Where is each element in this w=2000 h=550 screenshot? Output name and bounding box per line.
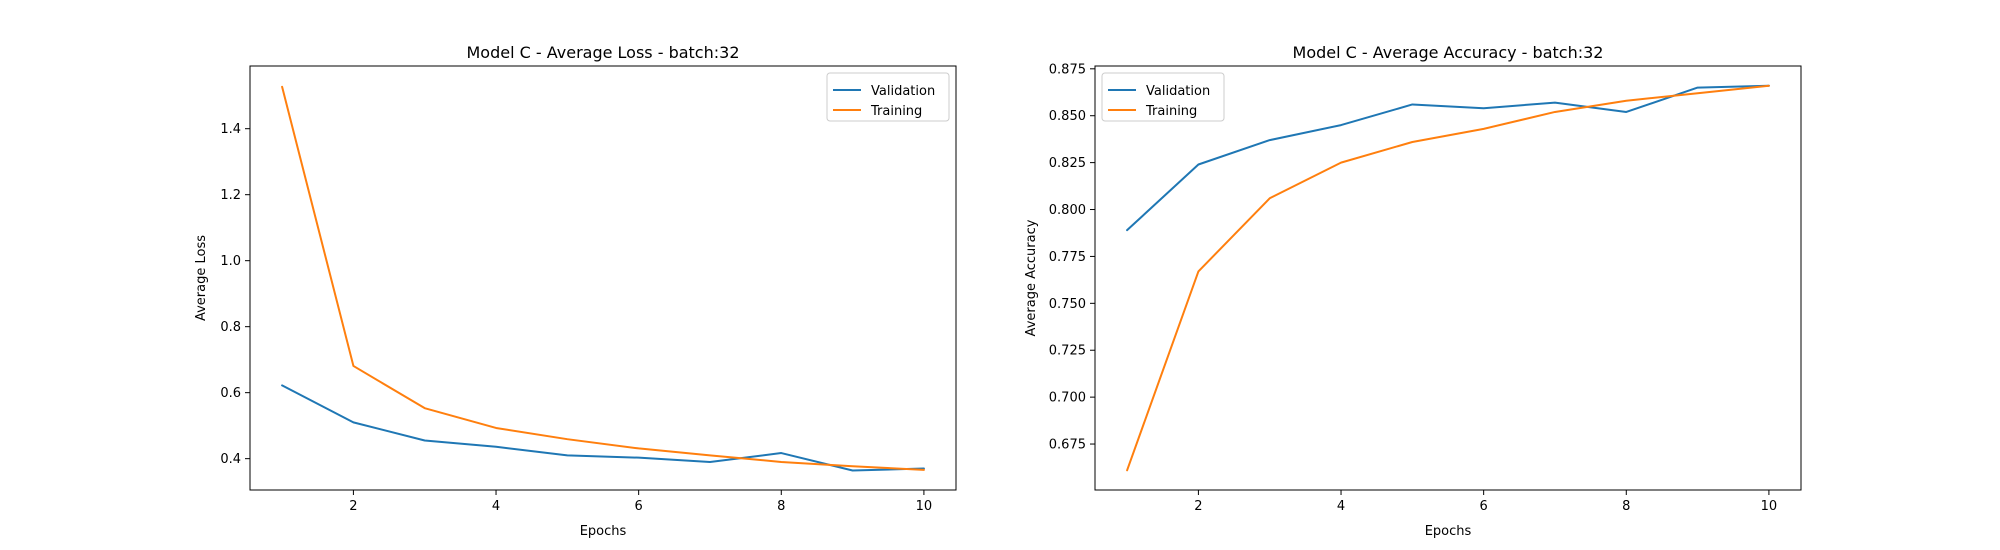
accuracy-chart: Model C - Average Accuracy - batch:32 Ep…	[1024, 43, 1802, 539]
loss-chart-ytick-label: 0.6	[220, 386, 241, 401]
loss-chart-ylabel: Average Loss	[194, 235, 209, 321]
accuracy-chart-ytick-label: 0.800	[1049, 203, 1086, 218]
accuracy-chart-xtick-label: 2	[1194, 499, 1202, 514]
accuracy-chart-title: Model C - Average Accuracy - batch:32	[1293, 43, 1604, 62]
loss-chart-series-line-training	[281, 85, 925, 471]
loss-chart-xtick-label: 10	[916, 499, 933, 514]
accuracy-chart-xtick-label: 8	[1622, 499, 1630, 514]
accuracy-chart-legend-label-training: Training	[1145, 104, 1197, 119]
loss-chart-y-axis-ticks: 0.4 0.6 0.8 1.0 1.2 1.4	[220, 122, 250, 467]
accuracy-chart-ylabel: Average Accuracy	[1024, 219, 1039, 336]
accuracy-chart-xlabel: Epochs	[1425, 524, 1472, 539]
loss-chart-plot-frame	[249, 65, 957, 491]
accuracy-chart-series-lines	[1126, 84, 1770, 472]
loss-chart-series-line-validation	[281, 384, 925, 472]
loss-chart-legend-label-training: Training	[870, 104, 922, 119]
loss-chart-title: Model C - Average Loss - batch:32	[467, 43, 740, 62]
accuracy-chart-series-line-training	[1126, 84, 1770, 472]
accuracy-chart-ytick-label: 0.700	[1049, 391, 1086, 406]
loss-chart-xtick-label: 2	[349, 499, 357, 514]
accuracy-chart-xtick-label: 6	[1480, 499, 1488, 514]
loss-chart-xtick-label: 6	[635, 499, 643, 514]
accuracy-chart-ytick-label: 0.750	[1049, 297, 1086, 312]
accuracy-chart-plot-frame	[1094, 65, 1802, 491]
loss-chart: Model C - Average Loss - batch:32 Epochs…	[194, 43, 957, 539]
loss-chart-x-axis-ticks: 2 4 6 8 10	[349, 490, 932, 514]
loss-chart-series-lines	[281, 85, 925, 472]
accuracy-chart-xtick-label: 4	[1337, 499, 1345, 514]
accuracy-chart-xtick-label: 10	[1761, 499, 1778, 514]
accuracy-chart-ytick-label: 0.725	[1049, 344, 1086, 359]
accuracy-chart-series-line-validation	[1126, 84, 1770, 232]
loss-chart-legend: Validation Training	[826, 72, 950, 122]
accuracy-chart-x-axis-ticks: 2 4 6 8 10	[1194, 490, 1777, 514]
loss-chart-ytick-label: 0.8	[220, 320, 241, 335]
loss-chart-ytick-label: 1.0	[220, 254, 241, 269]
accuracy-chart-ytick-label: 0.775	[1049, 250, 1086, 265]
loss-chart-xtick-label: 4	[492, 499, 500, 514]
accuracy-chart-ytick-label: 0.825	[1049, 156, 1086, 171]
loss-chart-xlabel: Epochs	[580, 524, 627, 539]
accuracy-chart-ytick-label: 0.850	[1049, 109, 1086, 124]
accuracy-chart-ytick-label: 0.675	[1049, 438, 1086, 453]
accuracy-chart-ytick-label: 0.875	[1049, 62, 1086, 77]
loss-chart-legend-label-validation: Validation	[871, 84, 935, 99]
loss-chart-ytick-label: 0.4	[220, 452, 241, 467]
loss-chart-ytick-label: 1.2	[220, 188, 241, 203]
loss-chart-xtick-label: 8	[777, 499, 785, 514]
accuracy-chart-legend-label-validation: Validation	[1146, 84, 1210, 99]
loss-chart-ytick-label: 1.4	[220, 122, 241, 137]
accuracy-chart-y-axis-ticks: 0.675 0.700 0.725 0.750 0.775 0.800 0.825 0.850…	[1049, 62, 1095, 453]
accuracy-chart-legend: Validation Training	[1101, 72, 1225, 122]
